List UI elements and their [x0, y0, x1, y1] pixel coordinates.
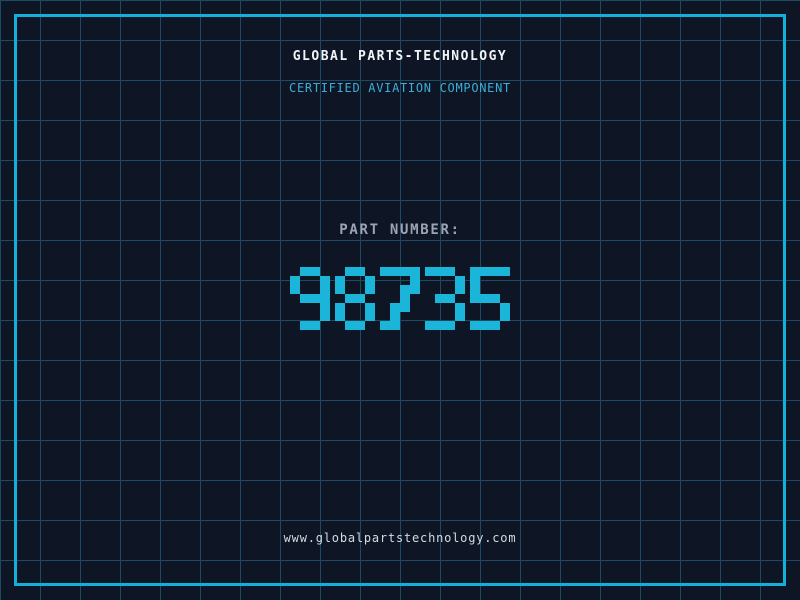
- part-number-digit: [335, 267, 375, 330]
- border-frame: [14, 14, 786, 586]
- part-number-label: PART NUMBER:: [339, 222, 461, 238]
- part-number-value: [0, 267, 800, 330]
- part-number-digit: [290, 267, 330, 330]
- certification-subtitle: CERTIFIED AVIATION COMPONENT: [289, 81, 511, 95]
- part-number-digit: [470, 267, 510, 330]
- website-url: www.globalpartstechnology.com: [283, 531, 517, 545]
- part-number-digit: [380, 267, 420, 330]
- part-number-digit: [425, 267, 465, 330]
- company-title: GLOBAL PARTS-TECHNOLOGY: [292, 49, 508, 64]
